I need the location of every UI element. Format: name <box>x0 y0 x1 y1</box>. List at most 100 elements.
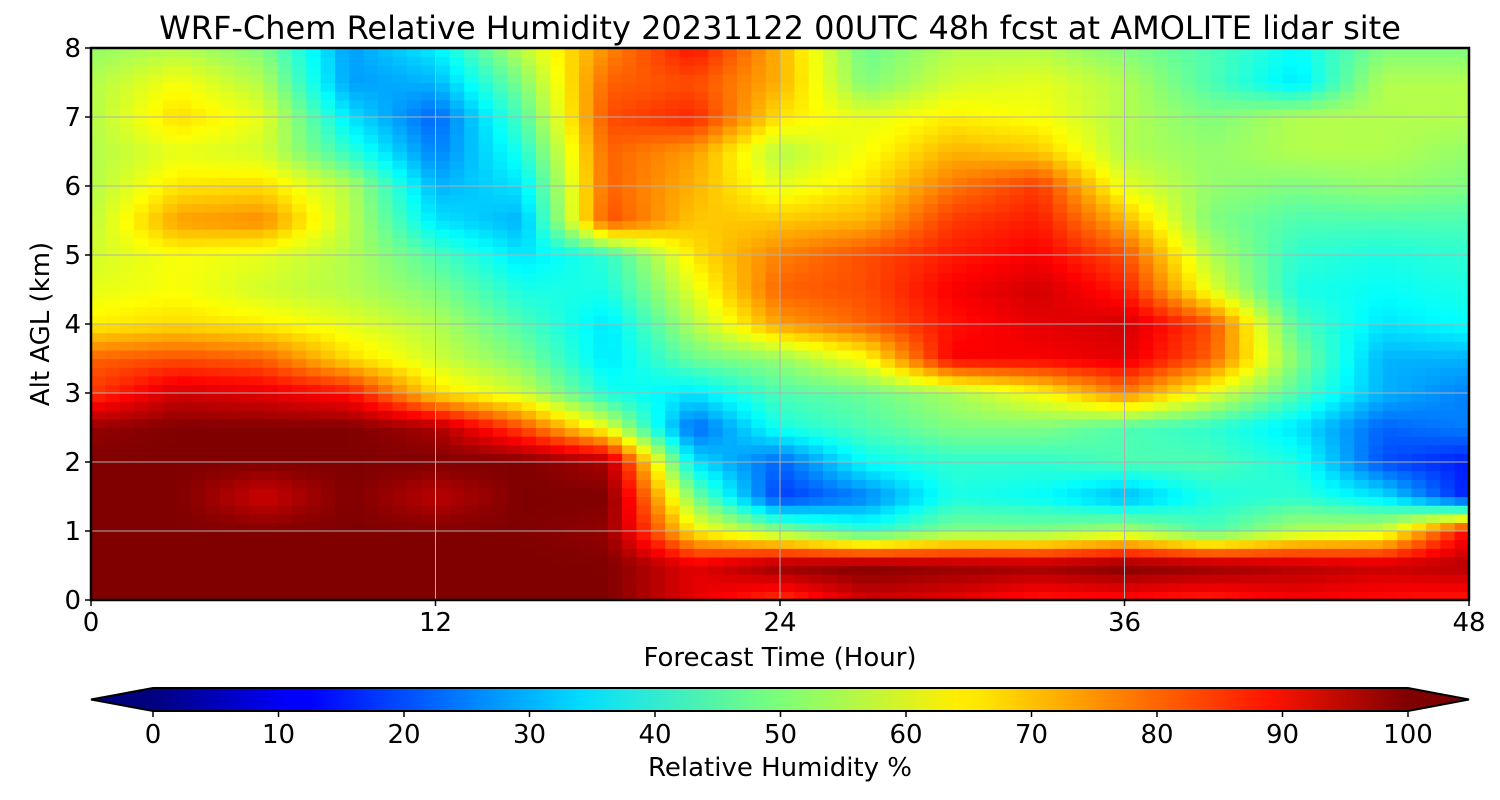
rh-cell <box>1153 160 1169 170</box>
rh-cell <box>1124 548 1140 558</box>
rh-cell <box>1095 393 1111 403</box>
rh-cell <box>478 479 494 489</box>
rh-cell <box>148 306 164 316</box>
rh-cell <box>1311 332 1327 342</box>
rh-cell <box>550 418 566 429</box>
rh-cell <box>1167 418 1183 429</box>
rh-cell <box>851 496 867 506</box>
rh-cell <box>1397 574 1413 584</box>
rh-cell <box>722 315 738 325</box>
rh-cell <box>1067 194 1083 204</box>
rh-cell <box>636 298 652 308</box>
rh-cell <box>162 548 178 558</box>
rh-cell <box>277 255 293 265</box>
rh-cell <box>248 151 264 161</box>
rh-cell <box>1325 280 1341 291</box>
rh-cell <box>650 418 666 429</box>
rh-cell <box>421 418 437 429</box>
rh-cell <box>1081 487 1097 498</box>
rh-cell <box>837 168 853 178</box>
rh-cell <box>751 418 767 429</box>
rh-cell <box>880 565 896 575</box>
rh-cell <box>708 168 724 178</box>
rh-cell <box>1282 324 1298 334</box>
rh-cell <box>1081 237 1097 247</box>
rh-cell <box>1124 349 1140 360</box>
rh-cell <box>607 229 623 239</box>
rh-cell <box>823 280 839 291</box>
rh-cell <box>478 410 494 420</box>
rh-cell <box>1239 349 1255 360</box>
rh-cell <box>492 574 508 584</box>
rh-cell <box>478 349 494 360</box>
rh-cell <box>421 591 437 600</box>
rh-cell <box>162 263 178 273</box>
rh-cell <box>823 237 839 247</box>
rh-cell <box>1153 151 1169 161</box>
rh-cell <box>464 401 480 411</box>
rh-cell <box>1382 220 1398 230</box>
rh-cell <box>894 513 910 523</box>
rh-cell <box>507 522 523 532</box>
rh-cell <box>478 436 494 446</box>
rh-cell <box>579 237 594 247</box>
rh-cell <box>91 505 106 515</box>
rh-cell <box>1024 375 1039 385</box>
rh-cell <box>320 479 336 489</box>
rh-cell <box>1110 436 1126 446</box>
rh-cell <box>1167 384 1183 394</box>
rh-cell <box>751 229 767 239</box>
rh-cell <box>1311 229 1327 239</box>
rh-cell <box>1382 255 1398 265</box>
rh-cell <box>1110 444 1126 454</box>
rh-cell <box>780 280 795 291</box>
rh-cell <box>105 280 121 291</box>
rh-cell <box>1411 315 1427 325</box>
rh-cell <box>1411 298 1427 308</box>
rh-cell <box>679 367 695 377</box>
rh-cell <box>1110 487 1126 498</box>
rh-cell <box>263 453 279 463</box>
rh-cell <box>1397 375 1413 385</box>
rh-cell <box>435 168 451 178</box>
rh-cell <box>823 462 839 472</box>
rh-cell <box>765 315 781 325</box>
rh-cell <box>335 289 350 299</box>
rh-cell <box>765 324 781 334</box>
rh-cell <box>363 315 379 325</box>
rh-cell <box>177 186 193 196</box>
rh-cell <box>1454 487 1469 498</box>
rh-cell <box>119 194 135 204</box>
rh-cell <box>1210 505 1226 515</box>
rh-cell <box>1124 496 1140 506</box>
rh-cell <box>1368 341 1384 351</box>
rh-cell <box>952 401 968 411</box>
rh-cell <box>177 539 193 549</box>
rh-cell <box>1224 220 1240 230</box>
rh-cell <box>866 186 882 196</box>
rh-cell <box>507 393 523 403</box>
rh-cell <box>966 444 982 454</box>
rh-cell <box>1311 470 1327 480</box>
rh-cell <box>1296 410 1312 420</box>
rh-cell <box>966 496 982 506</box>
rh-cell <box>507 401 523 411</box>
rh-cell <box>1354 393 1370 403</box>
rh-cell <box>837 220 853 230</box>
rh-cell <box>91 151 106 161</box>
rh-cell <box>1368 574 1384 584</box>
rh-cell <box>306 160 322 170</box>
rh-cell <box>1067 246 1083 256</box>
rh-cell <box>866 324 882 334</box>
rh-cell <box>162 358 178 368</box>
rh-cell <box>679 298 695 308</box>
rh-cell <box>234 332 250 342</box>
rh-cell <box>1382 194 1398 204</box>
rh-cell <box>636 324 652 334</box>
rh-cell <box>866 496 882 506</box>
rh-cell <box>966 255 982 265</box>
rh-cell <box>1425 203 1441 213</box>
rh-cell <box>894 436 910 446</box>
rh-cell <box>622 539 638 549</box>
rh-cell <box>535 237 551 247</box>
